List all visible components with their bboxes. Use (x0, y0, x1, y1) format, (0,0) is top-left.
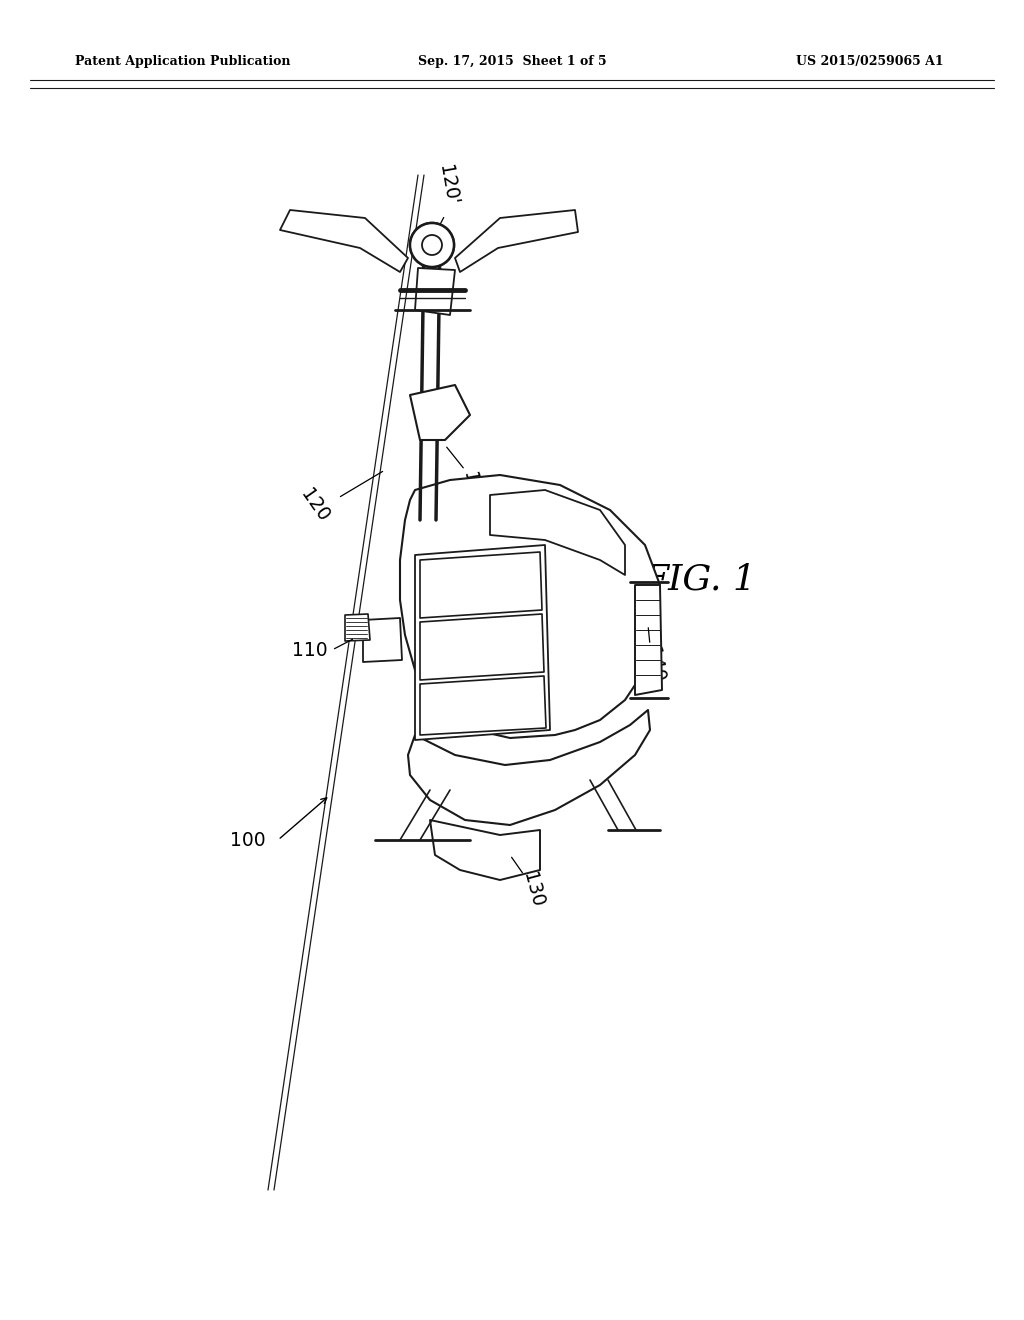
Polygon shape (410, 385, 470, 440)
Polygon shape (635, 585, 662, 696)
Polygon shape (362, 618, 402, 663)
Polygon shape (415, 268, 455, 315)
Polygon shape (280, 210, 408, 272)
Text: 110: 110 (292, 640, 328, 660)
Polygon shape (400, 475, 660, 738)
Text: 100: 100 (230, 830, 266, 850)
Polygon shape (455, 210, 578, 272)
Text: Sep. 17, 2015  Sheet 1 of 5: Sep. 17, 2015 Sheet 1 of 5 (418, 55, 606, 69)
Text: 130: 130 (519, 870, 547, 909)
Text: 140: 140 (642, 645, 668, 684)
Polygon shape (345, 614, 370, 642)
Polygon shape (430, 820, 540, 880)
Polygon shape (380, 638, 400, 657)
Polygon shape (420, 614, 544, 680)
Text: FIG. 1: FIG. 1 (643, 564, 757, 597)
Polygon shape (415, 545, 550, 741)
Circle shape (410, 223, 454, 267)
Polygon shape (490, 490, 625, 576)
Text: US 2015/0259065 A1: US 2015/0259065 A1 (797, 55, 944, 69)
Polygon shape (408, 710, 650, 825)
Circle shape (410, 223, 454, 267)
Text: 120: 120 (297, 484, 333, 525)
Text: 120': 120' (435, 164, 461, 207)
Polygon shape (420, 552, 542, 618)
Text: Patent Application Publication: Patent Application Publication (75, 55, 291, 69)
Polygon shape (420, 676, 546, 735)
Text: 150: 150 (460, 471, 484, 510)
